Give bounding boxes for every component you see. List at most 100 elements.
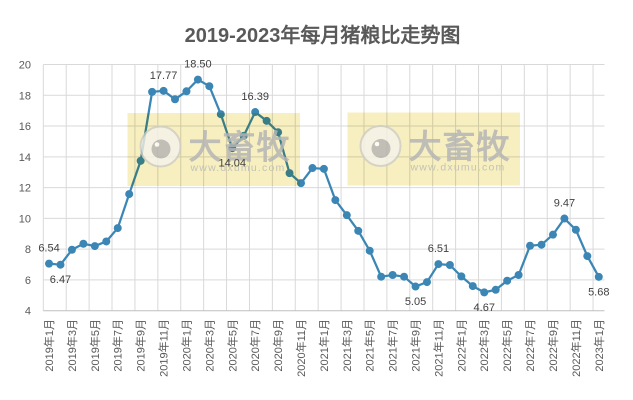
data-point-marker	[400, 272, 409, 281]
data-label: 18.50	[184, 59, 212, 71]
x-tick-label: 2020年1月	[179, 319, 193, 372]
data-point-marker	[90, 242, 99, 251]
y-tick-label: 10	[19, 213, 31, 225]
data-point-marker	[411, 282, 420, 291]
x-tick-label: 2022年1月	[454, 319, 468, 372]
logo-core	[151, 139, 171, 159]
x-tick-label: 2021年5月	[363, 319, 377, 372]
data-label: 5.05	[405, 296, 426, 308]
data-point-marker	[468, 282, 477, 291]
data-point-marker	[79, 239, 88, 248]
y-tick-label: 12	[19, 183, 31, 195]
data-point-marker	[560, 214, 569, 223]
data-label: 6.51	[428, 243, 449, 255]
data-point-marker	[526, 241, 535, 250]
y-tick-label: 18	[19, 90, 31, 102]
y-tick-label: 6	[25, 275, 31, 287]
x-tick-label: 2021年7月	[386, 319, 400, 372]
data-point-marker	[594, 272, 603, 281]
data-point-marker	[491, 285, 500, 294]
x-tick-label: 2019年5月	[88, 319, 102, 372]
x-tick-label: 2022年7月	[523, 319, 537, 372]
data-point-marker	[445, 260, 454, 269]
watermark-brand: 大畜牧	[409, 128, 511, 165]
x-tick-label: 2021年11月	[431, 319, 445, 377]
x-tick-label: 2020年5月	[225, 319, 239, 372]
gridlines	[42, 64, 605, 312]
logo-highlight	[154, 142, 160, 147]
data-label: 17.77	[150, 70, 178, 82]
x-tick-label: 2022年3月	[477, 319, 491, 372]
data-point-marker	[331, 196, 340, 205]
x-tick-label: 2021年3月	[340, 319, 354, 372]
x-tick-label: 2022年11月	[569, 319, 583, 377]
data-point-marker	[583, 252, 592, 261]
data-point-marker	[319, 164, 328, 173]
data-point-marker	[434, 260, 443, 269]
data-point-marker	[171, 95, 180, 104]
y-tick-label: 16	[19, 121, 31, 133]
x-tick-label: 2023年1月	[592, 319, 606, 372]
data-point-marker	[365, 246, 374, 255]
data-label: 9.47	[554, 198, 575, 210]
data-point-marker	[159, 86, 168, 95]
y-tick-label: 8	[25, 244, 31, 256]
data-point-marker	[503, 276, 512, 285]
data-point-marker	[113, 224, 122, 233]
y-tick-label: 14	[19, 152, 31, 164]
data-point-marker	[354, 226, 363, 235]
watermark-logo-icon	[359, 125, 402, 167]
logo-highlight	[374, 141, 380, 147]
data-point-marker	[342, 211, 351, 220]
watermark-url: www.dxumu.com	[190, 162, 286, 174]
x-tick-label: 2019年3月	[65, 319, 79, 372]
watermark-brand: 大畜牧	[189, 129, 291, 166]
x-tick-label: 2019年7月	[111, 319, 125, 372]
x-axis: 2019年1月 2019年3月 2019年5月 2019年7月 2019年9月 2019年…	[42, 319, 606, 377]
data-point-marker	[571, 225, 580, 234]
chart-title: 2019-2023年每月猪粮比走势图	[184, 25, 461, 47]
data-point-marker	[308, 164, 317, 173]
x-tick-label: 2020年9月	[271, 319, 285, 372]
data-point-marker	[67, 245, 76, 254]
x-tick-label: 2020年11月	[294, 319, 308, 377]
data-point-marker	[514, 271, 523, 280]
x-tick-label: 2020年7月	[248, 319, 262, 372]
data-label: 4.67	[474, 302, 495, 314]
data-point-marker	[56, 260, 65, 269]
data-labels: 6.54 6.47 17.77 18.50 14.04 16.39 5.05 6.51 4.67…	[38, 59, 609, 314]
data-label: 14.04	[219, 158, 247, 170]
data-point-marker	[548, 230, 557, 239]
data-label: 6.54	[38, 243, 59, 255]
data-label: 16.39	[241, 91, 269, 103]
data-point-marker	[148, 87, 157, 96]
x-tick-label: 2020年3月	[202, 319, 216, 372]
x-tick-label: 2022年9月	[546, 319, 560, 372]
logo-core	[371, 139, 391, 158]
data-label: 6.47	[50, 274, 71, 286]
data-point-marker	[45, 259, 54, 268]
data-point-marker	[125, 190, 134, 199]
data-point-marker	[537, 240, 546, 249]
x-tick-label: 2019年9月	[134, 319, 148, 372]
data-point-marker	[193, 75, 202, 84]
y-tick-label: 4	[25, 306, 31, 318]
data-point-marker	[457, 272, 466, 281]
data-point-marker	[182, 87, 191, 96]
data-point-marker	[422, 278, 431, 287]
x-tick-label: 2021年9月	[409, 319, 423, 372]
data-point-marker	[388, 271, 397, 280]
x-tick-label: 2022年5月	[500, 319, 514, 372]
data-point-marker	[377, 272, 386, 281]
data-point-marker	[205, 82, 214, 91]
data-point-marker	[102, 237, 111, 246]
x-tick-label: 2019年1月	[42, 319, 56, 372]
watermark-logo-icon	[139, 125, 182, 168]
y-axis: 4 6 8 10 12 14 16 18 20	[19, 60, 31, 318]
watermark-url: www.dxumu.com	[410, 162, 506, 174]
y-tick-label: 20	[19, 60, 31, 72]
